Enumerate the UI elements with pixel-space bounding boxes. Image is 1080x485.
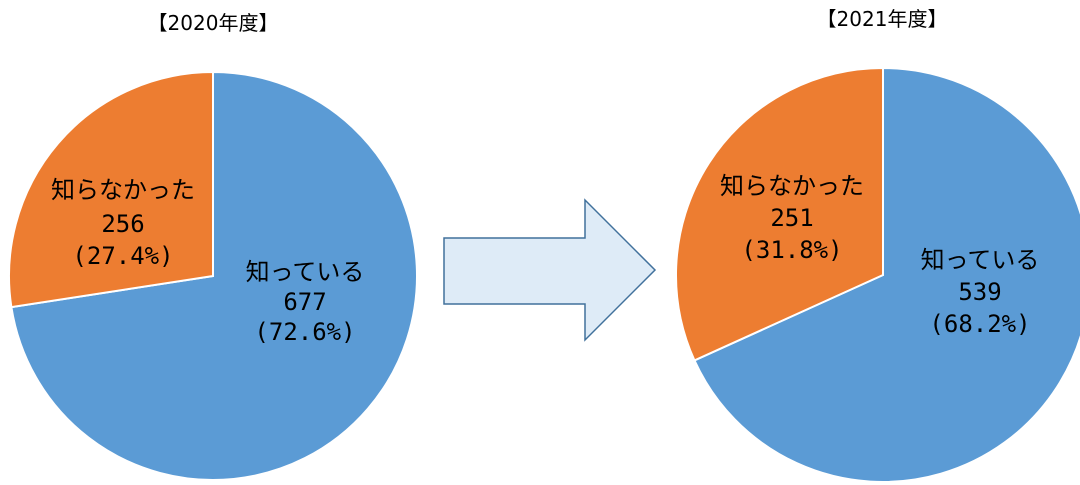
slice-unknown-label: 知らなかった <box>720 172 864 200</box>
chart-2021: 【2021年度】 知っている 539 (68.2%) 知らなかった 251 (3… <box>675 7 1080 483</box>
slice-known-wedge <box>693 66 1080 483</box>
chart-2020-label-unknown: 知らなかった 256 (27.4%) <box>51 176 195 270</box>
slice-known-value: 677 <box>283 288 326 316</box>
slice-known-label: 知っている <box>921 246 1040 274</box>
slice-known-value: 539 <box>958 278 1001 306</box>
chart-2020-label-known: 知っている 677 (72.6%) <box>246 258 365 346</box>
chart-2020: 【2020年度】 知っている 677 (72.6%) 知らなかった 256 (2… <box>8 11 418 481</box>
slice-known-percent: (72.6%) <box>254 318 355 346</box>
slice-known-wedge <box>10 70 418 481</box>
slice-unknown-wedge <box>675 66 884 362</box>
slice-unknown-percent: (27.4%) <box>72 242 173 270</box>
chart-2021-label-known: 知っている 539 (68.2%) <box>921 246 1040 338</box>
slice-unknown-value: 251 <box>770 204 813 232</box>
chart-2021-title: 【2021年度】 <box>817 7 948 31</box>
slice-unknown-wedge <box>8 70 214 309</box>
chart-2021-label-unknown: 知らなかった 251 (31.8%) <box>720 172 864 264</box>
slice-unknown-label: 知らなかった <box>51 176 195 204</box>
slice-unknown-percent: (31.8%) <box>741 236 842 264</box>
right-arrow-icon <box>443 198 657 342</box>
slice-unknown-value: 256 <box>101 210 144 238</box>
slice-known-label: 知っている <box>246 258 365 286</box>
chart-2020-pie <box>8 70 418 481</box>
chart-2021-pie <box>675 66 1080 483</box>
slice-known-percent: (68.2%) <box>929 310 1030 338</box>
chart-2020-title: 【2020年度】 <box>148 11 279 35</box>
